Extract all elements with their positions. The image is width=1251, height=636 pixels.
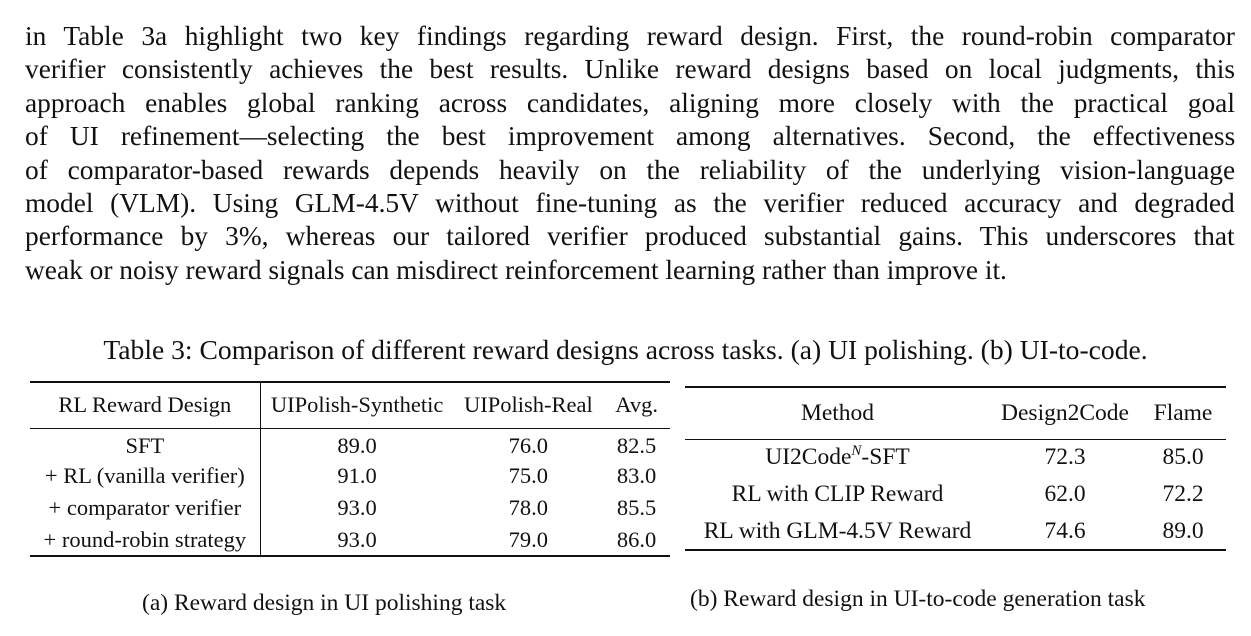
cell-design: + RL (vanilla verifier) [30, 460, 261, 492]
cell-design2code: 74.6 [1044, 517, 1086, 544]
method-name: UI2Code [765, 444, 852, 471]
body-paragraph: in Table 3a highlight two key findings r… [25, 20, 1235, 287]
cell-real: 76.0 [508, 433, 549, 459]
cell-design: + comparator verifier [30, 492, 261, 524]
paragraph-line: in Table 3a highlight two key findings r… [25, 21, 1235, 51]
header-flame: Flame [1153, 399, 1213, 426]
reward-design-ui-polishing-table: RL Reward Design UIPolish-Synthetic UIPo… [30, 381, 670, 557]
method-suffix: -SFT [861, 444, 910, 471]
cell-design2code: 72.3 [1044, 444, 1086, 471]
cell-synthetic: 93.0 [337, 526, 377, 552]
method-name: RL with GLM-4.5V Reward [703, 517, 972, 544]
cell-avg: 83.0 [616, 463, 657, 488]
paragraph-line: approach enables global ranking across c… [25, 87, 1235, 118]
cell-design2code: 62.0 [1044, 481, 1086, 507]
table-row: SFT 89.0 76.0 82.5 [30, 428, 670, 460]
paragraph-line: performance by 3%, whereas our tailored … [25, 221, 1235, 252]
cell-synthetic: 89.0 [337, 433, 377, 459]
table-header-row: RL Reward Design UIPolish-Synthetic UIPo… [30, 382, 670, 428]
header-avg: Avg. [615, 392, 658, 418]
cell-synthetic: 93.0 [337, 495, 377, 520]
cell-flame: 85.0 [1162, 444, 1204, 471]
reward-design-ui-to-code-table: Method Design2Code Flame UI2CodeN-SFT 72… [685, 386, 1226, 551]
paragraph-line: weak or noisy reward signals can misdire… [25, 254, 1007, 285]
header-design2code: Design2Code [1001, 399, 1129, 426]
table-row: + round-robin strategy 93.0 79.0 86.0 [30, 524, 670, 556]
cell-avg: 86.0 [616, 526, 657, 552]
cell-real: 78.0 [508, 495, 549, 520]
paragraph-line: of UI refinement—selecting the best impr… [25, 121, 1236, 152]
table-row: UI2CodeN-SFT 72.3 85.0 [685, 439, 1226, 476]
table-row: + RL (vanilla verifier) 91.0 75.0 83.0 [30, 460, 670, 492]
table-row: + comparator verifier 93.0 78.0 85.5 [30, 492, 670, 524]
cell-flame: 72.2 [1162, 481, 1204, 507]
cell-method: RL with CLIP Reward [685, 476, 990, 513]
cell-method: RL with GLM-4.5V Reward [685, 513, 990, 550]
header-uipolish-synthetic: UIPolish-Synthetic [270, 392, 444, 418]
cell-avg: 85.5 [616, 495, 657, 520]
header-uipolish-real: UIPolish-Real [463, 392, 593, 418]
cell-real: 79.0 [508, 526, 549, 552]
table-row: RL with GLM-4.5V Reward 74.6 89.0 [685, 513, 1226, 550]
cell-synthetic: 91.0 [337, 463, 377, 488]
cell-real: 75.0 [508, 463, 549, 488]
cell-flame: 89.0 [1162, 517, 1204, 544]
table-header-row: Method Design2Code Flame [685, 387, 1226, 439]
cell-avg: 82.5 [616, 433, 657, 459]
header-rl-reward-design: RL Reward Design [30, 382, 261, 428]
paragraph-line: of comparator-based rewards depends heav… [25, 154, 1236, 185]
paragraph-line: verifier consistently achieves the best … [25, 54, 1235, 85]
cell-design: + round-robin strategy [30, 524, 261, 556]
paragraph-line: model (VLM). Using GLM-4.5V without fine… [25, 187, 1235, 218]
cell-method: UI2CodeN-SFT [685, 439, 990, 476]
header-method: Method [800, 399, 875, 426]
table-a-caption: (a) Reward design in UI polishing task [142, 590, 507, 616]
table-caption: Table 3: Comparison of different reward … [103, 334, 1148, 365]
cell-design: SFT [30, 428, 261, 460]
table-b-caption: (b) Reward design in UI-to-code generati… [690, 586, 1146, 612]
method-name: RL with CLIP Reward [731, 481, 944, 507]
method-superscript: N [851, 443, 862, 460]
table-row: RL with CLIP Reward 62.0 72.2 [685, 476, 1226, 513]
